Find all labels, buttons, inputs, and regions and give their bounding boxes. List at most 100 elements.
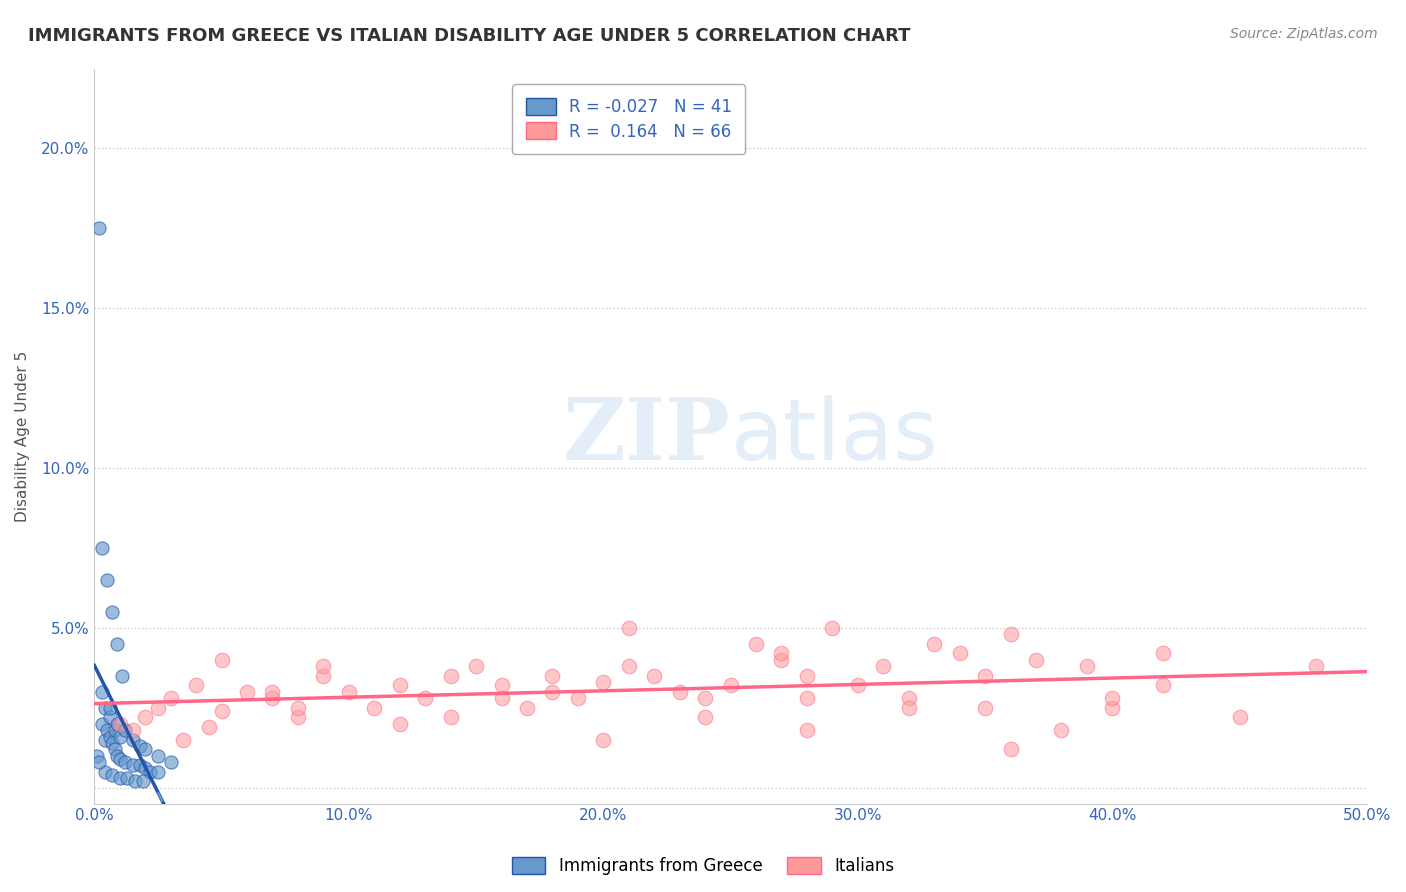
Point (440, 710, 463, 724)
Point (922, 637, 945, 651)
Point (974, 669, 997, 683)
Point (872, 659, 894, 673)
Point (974, 700, 997, 714)
Point (134, 742, 156, 756)
Point (1076, 659, 1098, 673)
Text: ZIP: ZIP (562, 394, 731, 478)
Text: IMMIGRANTS FROM GREECE VS ITALIAN DISABILITY AGE UNDER 5 CORRELATION CHART: IMMIGRANTS FROM GREECE VS ITALIAN DISABI… (28, 27, 911, 45)
Point (134, 710, 156, 724)
Point (491, 691, 513, 706)
Point (1152, 678, 1174, 692)
Point (111, 669, 134, 683)
Point (695, 691, 717, 706)
Point (796, 691, 818, 706)
Point (1025, 653, 1047, 667)
Point (101, 605, 124, 619)
Point (236, 685, 259, 699)
Point (108, 752, 131, 766)
Point (668, 685, 690, 699)
Point (89, 755, 111, 769)
Point (592, 732, 614, 747)
Point (159, 691, 181, 706)
Point (91, 541, 114, 555)
Point (465, 659, 488, 673)
Point (98, 730, 121, 744)
Point (1305, 659, 1327, 673)
Point (312, 659, 335, 673)
Point (172, 732, 194, 747)
Point (91, 716, 114, 731)
Point (93, 732, 115, 747)
Point (146, 764, 169, 779)
Point (1101, 691, 1123, 706)
Point (821, 621, 844, 635)
Point (413, 691, 436, 706)
Point (86, 748, 108, 763)
Point (846, 678, 869, 692)
Point (186, 678, 208, 692)
Point (262, 691, 284, 706)
Point (770, 647, 793, 661)
Point (541, 685, 564, 699)
Point (96, 723, 118, 738)
Point (114, 755, 136, 769)
Point (117, 771, 139, 785)
Point (93, 764, 115, 779)
Point (211, 653, 233, 667)
Point (1000, 627, 1022, 641)
Point (363, 700, 385, 714)
Point (770, 653, 793, 667)
Point (98, 710, 121, 724)
Point (105, 637, 128, 651)
Point (93, 700, 115, 714)
Text: Source: ZipAtlas.com: Source: ZipAtlas.com (1230, 27, 1378, 41)
Point (617, 659, 640, 673)
Point (108, 716, 131, 731)
Point (104, 742, 127, 756)
Point (124, 774, 146, 789)
Point (516, 700, 538, 714)
Point (1152, 647, 1174, 661)
Point (108, 730, 131, 744)
Point (105, 748, 128, 763)
Point (388, 678, 411, 692)
Point (796, 723, 818, 738)
Legend: Immigrants from Greece, Italians: Immigrants from Greece, Italians (503, 849, 903, 884)
Point (262, 685, 284, 699)
Point (134, 762, 156, 776)
Point (89, 221, 111, 235)
Point (121, 732, 143, 747)
Text: atlas: atlas (731, 394, 939, 477)
Point (592, 675, 614, 690)
Point (695, 710, 717, 724)
Point (897, 700, 920, 714)
Point (139, 764, 162, 779)
Point (1050, 723, 1073, 738)
Point (287, 710, 309, 724)
Point (159, 755, 181, 769)
Y-axis label: Disability Age Under 5: Disability Age Under 5 (15, 351, 30, 522)
Point (897, 691, 920, 706)
Point (108, 771, 131, 785)
Point (541, 669, 564, 683)
Point (211, 704, 233, 718)
Point (101, 736, 124, 750)
Point (129, 739, 152, 753)
Point (312, 669, 335, 683)
Point (720, 678, 742, 692)
Point (643, 669, 665, 683)
Point (129, 758, 152, 772)
Point (104, 723, 127, 738)
Legend: R = -0.027   N = 41, R =  0.164   N = 66: R = -0.027 N = 41, R = 0.164 N = 66 (512, 84, 745, 154)
Point (98, 700, 121, 714)
Point (1000, 742, 1022, 756)
Point (440, 669, 463, 683)
Point (745, 637, 768, 651)
Point (617, 621, 640, 635)
Point (949, 647, 972, 661)
Point (101, 768, 124, 782)
Point (491, 678, 513, 692)
Point (96, 573, 118, 587)
Point (121, 758, 143, 772)
Point (337, 685, 360, 699)
